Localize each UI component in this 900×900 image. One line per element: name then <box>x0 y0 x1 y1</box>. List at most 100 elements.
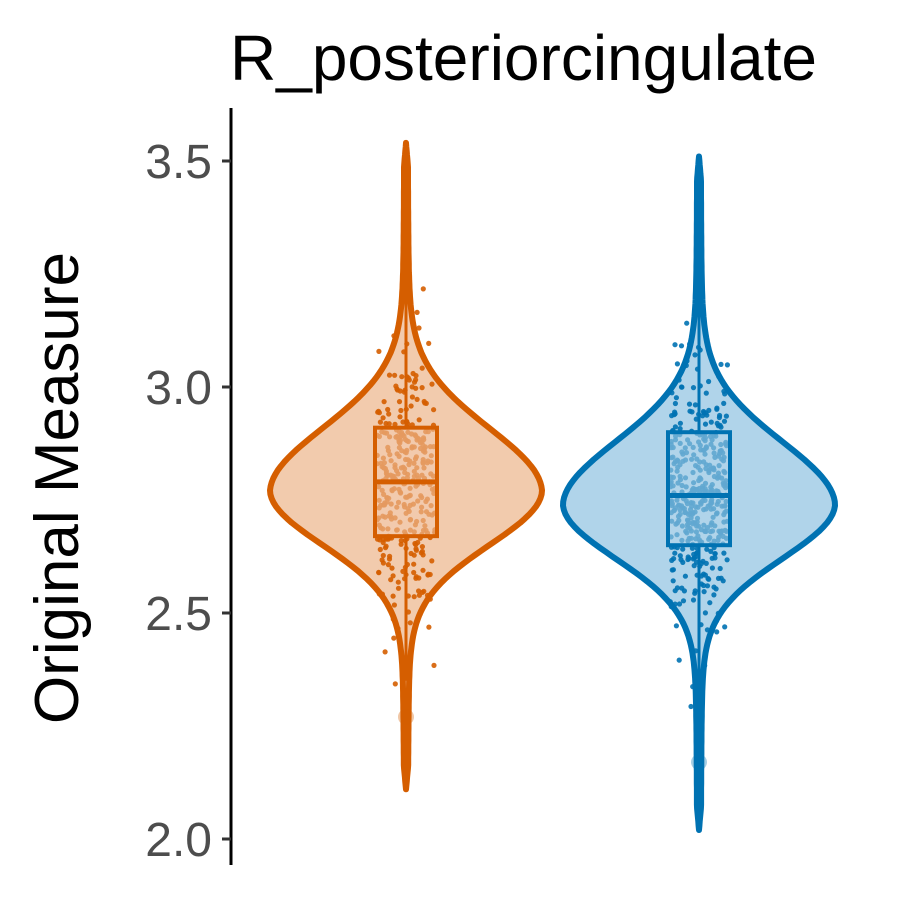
y-axis-ticks: 2.0 2.5 3.0 3.5 <box>145 136 231 867</box>
data-point <box>380 415 386 421</box>
data-point <box>671 556 677 562</box>
data-point <box>702 610 709 616</box>
violin-group <box>267 139 545 793</box>
outlier-point <box>691 754 707 771</box>
data-point <box>380 552 386 559</box>
data-point <box>692 402 699 408</box>
data-point <box>704 546 710 552</box>
data-point <box>700 408 707 415</box>
data-point <box>714 618 720 624</box>
data-point <box>672 424 679 430</box>
data-point <box>397 414 403 420</box>
data-point <box>379 591 385 597</box>
data-point <box>390 616 396 622</box>
data-point <box>413 547 419 553</box>
data-point <box>672 411 678 417</box>
data-point <box>716 374 722 380</box>
data-point <box>426 340 432 346</box>
data-point <box>385 406 391 413</box>
data-point <box>721 388 727 394</box>
data-point <box>676 601 683 607</box>
data-point <box>426 624 432 630</box>
violins <box>267 139 838 833</box>
data-point <box>386 556 393 562</box>
data-point <box>718 361 724 367</box>
data-point <box>398 407 404 414</box>
data-point <box>678 343 685 349</box>
data-point <box>672 601 678 607</box>
data-point <box>679 384 685 390</box>
data-point <box>418 550 424 556</box>
data-point <box>706 378 712 385</box>
data-point <box>413 377 419 383</box>
data-point <box>395 585 402 591</box>
data-point <box>676 377 682 383</box>
data-point <box>715 610 721 617</box>
data-point <box>390 593 396 599</box>
y-tick-label: 3.0 <box>145 362 212 415</box>
data-point <box>420 567 426 573</box>
data-point <box>396 399 403 405</box>
data-point <box>689 409 695 415</box>
data-point <box>704 583 711 589</box>
data-point <box>419 365 425 371</box>
data-point <box>669 567 675 573</box>
data-point <box>377 419 383 425</box>
data-point <box>721 550 727 556</box>
data-point <box>414 396 420 402</box>
data-point <box>704 627 711 633</box>
y-axis-label: Original Measure <box>23 252 92 724</box>
data-point <box>684 320 690 326</box>
data-point <box>708 419 714 425</box>
data-point <box>676 657 682 663</box>
data-point <box>684 358 690 364</box>
data-point <box>392 421 398 427</box>
data-point <box>415 539 421 546</box>
data-point <box>706 576 712 582</box>
data-point <box>411 561 417 567</box>
data-point <box>400 419 406 425</box>
data-point <box>717 422 723 428</box>
data-point <box>714 629 720 635</box>
data-point <box>385 562 391 568</box>
data-point <box>693 648 699 654</box>
data-point <box>411 569 417 576</box>
data-point <box>721 400 727 406</box>
data-point <box>424 592 431 599</box>
data-point <box>673 623 680 629</box>
data-point <box>376 570 382 576</box>
data-point <box>711 584 717 590</box>
data-point <box>398 538 404 544</box>
data-point <box>669 390 675 396</box>
data-point <box>672 550 678 556</box>
data-point <box>383 543 389 549</box>
outlier-point <box>398 708 414 725</box>
data-point <box>683 362 689 369</box>
data-point <box>377 546 383 553</box>
data-point <box>409 394 415 400</box>
violin-group <box>560 153 838 833</box>
data-point <box>388 577 394 583</box>
data-point <box>691 555 698 561</box>
data-point <box>410 370 416 377</box>
data-point <box>680 546 686 552</box>
data-point <box>677 420 684 426</box>
data-point <box>376 410 382 416</box>
data-point <box>392 681 398 687</box>
data-point <box>717 565 723 572</box>
data-point <box>382 649 388 655</box>
y-tick-label: 3.5 <box>145 136 212 189</box>
data-point <box>674 361 681 367</box>
data-point <box>394 386 400 392</box>
data-point <box>390 573 396 579</box>
data-point <box>408 550 414 557</box>
data-point <box>431 407 437 413</box>
data-point <box>690 385 697 391</box>
data-point <box>421 398 427 405</box>
data-point <box>686 401 693 407</box>
data-point <box>376 348 382 354</box>
data-point <box>712 551 718 557</box>
data-point <box>391 635 397 641</box>
